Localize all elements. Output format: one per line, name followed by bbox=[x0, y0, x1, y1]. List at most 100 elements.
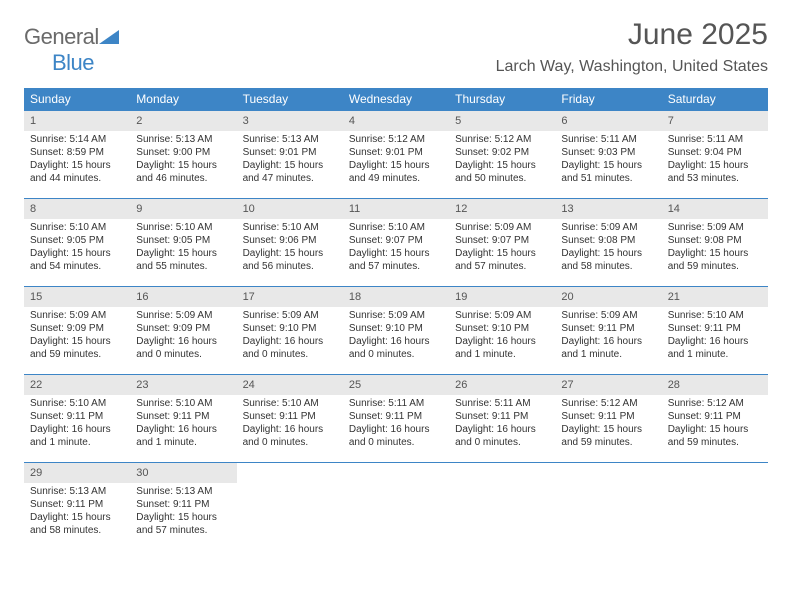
daynum-row: 891011121314 bbox=[24, 199, 768, 219]
daylight-text-1: Daylight: 15 hours bbox=[30, 159, 124, 172]
sunrise-text: Sunrise: 5:09 AM bbox=[136, 309, 230, 322]
day-number-cell: 7 bbox=[662, 111, 768, 131]
day-detail-cell bbox=[555, 483, 661, 551]
sunset-text: Sunset: 9:11 PM bbox=[243, 410, 337, 423]
day-detail-cell: Sunrise: 5:09 AMSunset: 9:08 PMDaylight:… bbox=[662, 219, 768, 287]
day-detail-cell: Sunrise: 5:11 AMSunset: 9:11 PMDaylight:… bbox=[449, 395, 555, 463]
daynum-row: 1234567 bbox=[24, 111, 768, 131]
day-detail-cell: Sunrise: 5:11 AMSunset: 9:04 PMDaylight:… bbox=[662, 131, 768, 199]
day-number-cell: 3 bbox=[237, 111, 343, 131]
daylight-text-2: and 0 minutes. bbox=[136, 348, 230, 361]
day-detail-cell: Sunrise: 5:10 AMSunset: 9:06 PMDaylight:… bbox=[237, 219, 343, 287]
day-number-cell: 27 bbox=[555, 375, 661, 395]
day-detail-cell: Sunrise: 5:13 AMSunset: 9:00 PMDaylight:… bbox=[130, 131, 236, 199]
day-detail-cell: Sunrise: 5:13 AMSunset: 9:11 PMDaylight:… bbox=[24, 483, 130, 551]
daylight-text-1: Daylight: 16 hours bbox=[561, 335, 655, 348]
calendar-body: 1234567Sunrise: 5:14 AMSunset: 8:59 PMDa… bbox=[24, 111, 768, 551]
day-detail-cell: Sunrise: 5:09 AMSunset: 9:10 PMDaylight:… bbox=[449, 307, 555, 375]
daylight-text-1: Daylight: 15 hours bbox=[243, 247, 337, 260]
sunrise-text: Sunrise: 5:14 AM bbox=[30, 133, 124, 146]
day-number-cell bbox=[237, 463, 343, 483]
sunrise-text: Sunrise: 5:09 AM bbox=[349, 309, 443, 322]
daylight-text-2: and 1 minute. bbox=[668, 348, 762, 361]
day-number-cell: 17 bbox=[237, 287, 343, 307]
sunset-text: Sunset: 8:59 PM bbox=[30, 146, 124, 159]
sunrise-text: Sunrise: 5:13 AM bbox=[30, 485, 124, 498]
day-detail-cell: Sunrise: 5:12 AMSunset: 9:11 PMDaylight:… bbox=[555, 395, 661, 463]
daylight-text-1: Daylight: 15 hours bbox=[30, 511, 124, 524]
daylight-text-2: and 58 minutes. bbox=[30, 524, 124, 537]
sunrise-text: Sunrise: 5:09 AM bbox=[668, 221, 762, 234]
day-detail-cell: Sunrise: 5:10 AMSunset: 9:11 PMDaylight:… bbox=[24, 395, 130, 463]
daylight-text-2: and 57 minutes. bbox=[349, 260, 443, 273]
day-detail-cell: Sunrise: 5:10 AMSunset: 9:05 PMDaylight:… bbox=[24, 219, 130, 287]
day-number-cell: 28 bbox=[662, 375, 768, 395]
logo-triangle-icon bbox=[99, 24, 119, 50]
day-detail-cell: Sunrise: 5:09 AMSunset: 9:10 PMDaylight:… bbox=[237, 307, 343, 375]
daylight-text-2: and 47 minutes. bbox=[243, 172, 337, 185]
sunset-text: Sunset: 9:01 PM bbox=[243, 146, 337, 159]
title-block: June 2025 Larch Way, Washington, United … bbox=[496, 18, 768, 76]
daylight-text-1: Daylight: 15 hours bbox=[455, 247, 549, 260]
daylight-text-2: and 1 minute. bbox=[136, 436, 230, 449]
daylight-text-1: Daylight: 15 hours bbox=[349, 159, 443, 172]
day-number-cell bbox=[662, 463, 768, 483]
day-number-cell: 25 bbox=[343, 375, 449, 395]
detail-row: Sunrise: 5:14 AMSunset: 8:59 PMDaylight:… bbox=[24, 131, 768, 199]
sunset-text: Sunset: 9:11 PM bbox=[561, 410, 655, 423]
sunrise-text: Sunrise: 5:10 AM bbox=[30, 221, 124, 234]
sunset-text: Sunset: 9:10 PM bbox=[455, 322, 549, 335]
day-detail-cell bbox=[449, 483, 555, 551]
sunrise-text: Sunrise: 5:10 AM bbox=[136, 221, 230, 234]
day-detail-cell: Sunrise: 5:11 AMSunset: 9:03 PMDaylight:… bbox=[555, 131, 661, 199]
day-detail-cell: Sunrise: 5:10 AMSunset: 9:11 PMDaylight:… bbox=[130, 395, 236, 463]
daylight-text-2: and 46 minutes. bbox=[136, 172, 230, 185]
day-detail-cell: Sunrise: 5:09 AMSunset: 9:09 PMDaylight:… bbox=[130, 307, 236, 375]
day-number-cell: 1 bbox=[24, 111, 130, 131]
daynum-row: 22232425262728 bbox=[24, 375, 768, 395]
sunset-text: Sunset: 9:11 PM bbox=[455, 410, 549, 423]
sunset-text: Sunset: 9:11 PM bbox=[136, 498, 230, 511]
daylight-text-2: and 0 minutes. bbox=[243, 348, 337, 361]
sunrise-text: Sunrise: 5:11 AM bbox=[455, 397, 549, 410]
weekday-header: Friday bbox=[555, 88, 661, 111]
day-detail-cell: Sunrise: 5:10 AMSunset: 9:11 PMDaylight:… bbox=[237, 395, 343, 463]
daylight-text-1: Daylight: 15 hours bbox=[136, 159, 230, 172]
sunset-text: Sunset: 9:10 PM bbox=[349, 322, 443, 335]
day-number-cell: 12 bbox=[449, 199, 555, 219]
daylight-text-1: Daylight: 16 hours bbox=[136, 423, 230, 436]
detail-row: Sunrise: 5:10 AMSunset: 9:05 PMDaylight:… bbox=[24, 219, 768, 287]
header: General Blue June 2025 Larch Way, Washin… bbox=[24, 18, 768, 76]
day-number-cell: 6 bbox=[555, 111, 661, 131]
day-number-cell: 16 bbox=[130, 287, 236, 307]
sunrise-text: Sunrise: 5:10 AM bbox=[243, 221, 337, 234]
day-number-cell bbox=[449, 463, 555, 483]
daylight-text-1: Daylight: 15 hours bbox=[30, 247, 124, 260]
detail-row: Sunrise: 5:13 AM Sunset: 9:11 PM Daylight:… bbox=[24, 483, 768, 551]
day-number-cell: 14 bbox=[662, 199, 768, 219]
daylight-text-1: Daylight: 16 hours bbox=[668, 335, 762, 348]
daylight-text-2: and 0 minutes. bbox=[243, 436, 337, 449]
sunrise-text: Sunrise: 5:13 AM bbox=[136, 133, 230, 146]
daylight-text-1: Daylight: 15 hours bbox=[455, 159, 549, 172]
day-detail-cell: Sunrise: 5:12 AMSunset: 9:02 PMDaylight:… bbox=[449, 131, 555, 199]
day-number-cell bbox=[343, 463, 449, 483]
daylight-text-2: and 59 minutes. bbox=[668, 260, 762, 273]
daylight-text-1: Daylight: 16 hours bbox=[455, 335, 549, 348]
sunset-text: Sunset: 9:07 PM bbox=[349, 234, 443, 247]
sunrise-text: Sunrise: 5:11 AM bbox=[349, 397, 443, 410]
daylight-text-2: and 58 minutes. bbox=[561, 260, 655, 273]
sunset-text: Sunset: 9:01 PM bbox=[349, 146, 443, 159]
sunset-text: Sunset: 9:11 PM bbox=[561, 322, 655, 335]
daylight-text-1: Daylight: 16 hours bbox=[349, 335, 443, 348]
daylight-text-2: and 53 minutes. bbox=[668, 172, 762, 185]
day-detail-cell bbox=[237, 483, 343, 551]
sunrise-text: Sunrise: 5:10 AM bbox=[349, 221, 443, 234]
weekday-header: Saturday bbox=[662, 88, 768, 111]
sunset-text: Sunset: 9:11 PM bbox=[349, 410, 443, 423]
daylight-text-1: Daylight: 15 hours bbox=[30, 335, 124, 348]
day-number-cell: 9 bbox=[130, 199, 236, 219]
sunset-text: Sunset: 9:04 PM bbox=[668, 146, 762, 159]
sunset-text: Sunset: 9:02 PM bbox=[455, 146, 549, 159]
day-detail-cell: Sunrise: 5:09 AMSunset: 9:10 PMDaylight:… bbox=[343, 307, 449, 375]
